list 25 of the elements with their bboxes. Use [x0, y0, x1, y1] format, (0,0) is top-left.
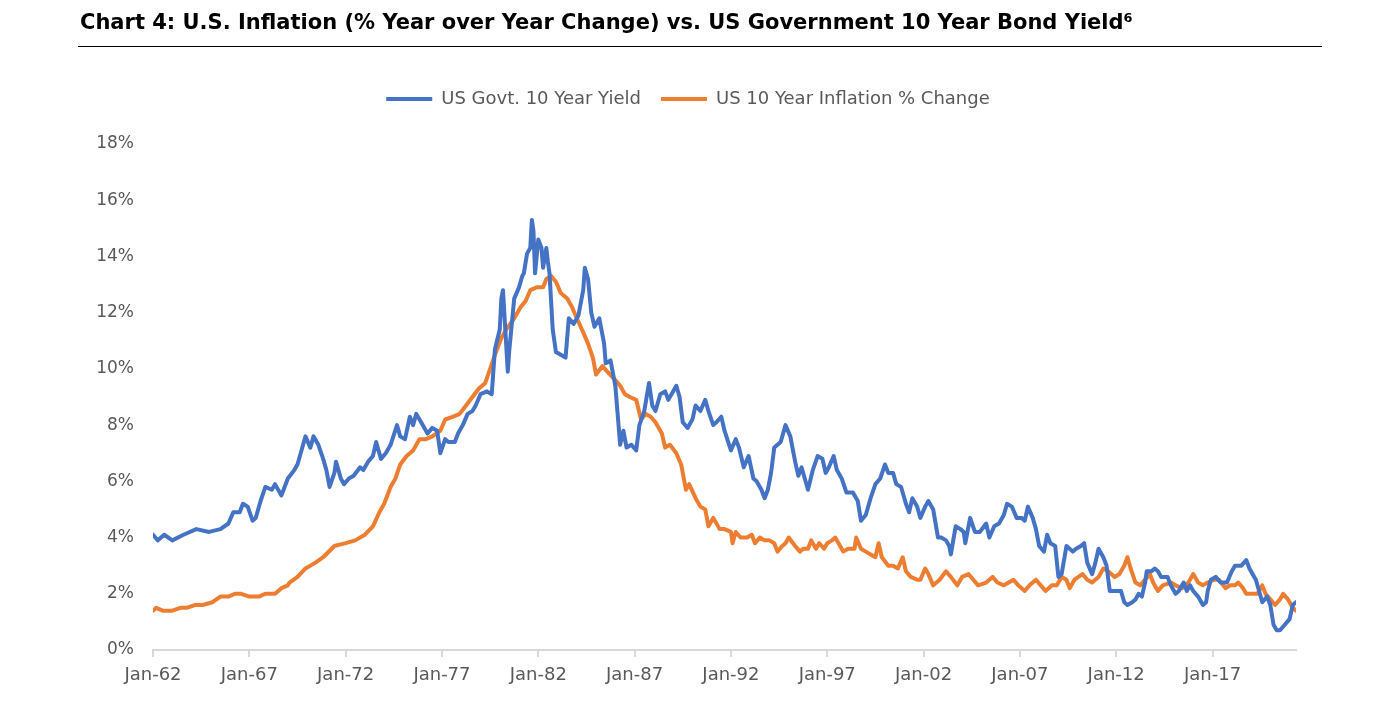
x-tick-label: Jan-02 — [893, 663, 953, 685]
x-tick-label: Jan-72 — [316, 663, 375, 685]
x-tick-label: Jan-97 — [797, 663, 856, 685]
chart-title: Chart 4: U.S. Inflation (% Year over Year Change) vs. US Government 10 Year Bond Yield⁶ — [79, 9, 1134, 36]
y-tick-label: 0% — [107, 638, 134, 659]
x-tick-label: Jan-77 — [412, 663, 471, 685]
y-tick-label: 16% — [96, 188, 134, 209]
x-tick-label: Jan-87 — [605, 663, 664, 685]
y-tick-label: 14% — [96, 244, 134, 265]
y-tick-label: 4% — [107, 525, 134, 546]
x-tick-label: Jan-17 — [1182, 663, 1242, 685]
legend-label: US 10 Year Inflation % Change — [715, 86, 990, 108]
y-tick-label: 8% — [107, 413, 134, 434]
y-tick-label: 2% — [107, 582, 134, 603]
y-tick-label: 18% — [96, 132, 134, 153]
y-tick-label: 12% — [96, 301, 134, 322]
y-tick-label: 10% — [96, 357, 134, 378]
x-tick-label: Jan-12 — [1086, 663, 1145, 685]
legend-label: US Govt. 10 Year Yield — [441, 86, 641, 108]
x-tick-label: Jan-62 — [123, 663, 182, 685]
x-tick-label: Jan-67 — [219, 663, 278, 685]
x-tick-label: Jan-92 — [701, 663, 760, 685]
x-tick-label: Jan-07 — [990, 663, 1049, 685]
y-tick-label: 6% — [107, 469, 134, 490]
x-tick-label: Jan-82 — [508, 663, 567, 685]
